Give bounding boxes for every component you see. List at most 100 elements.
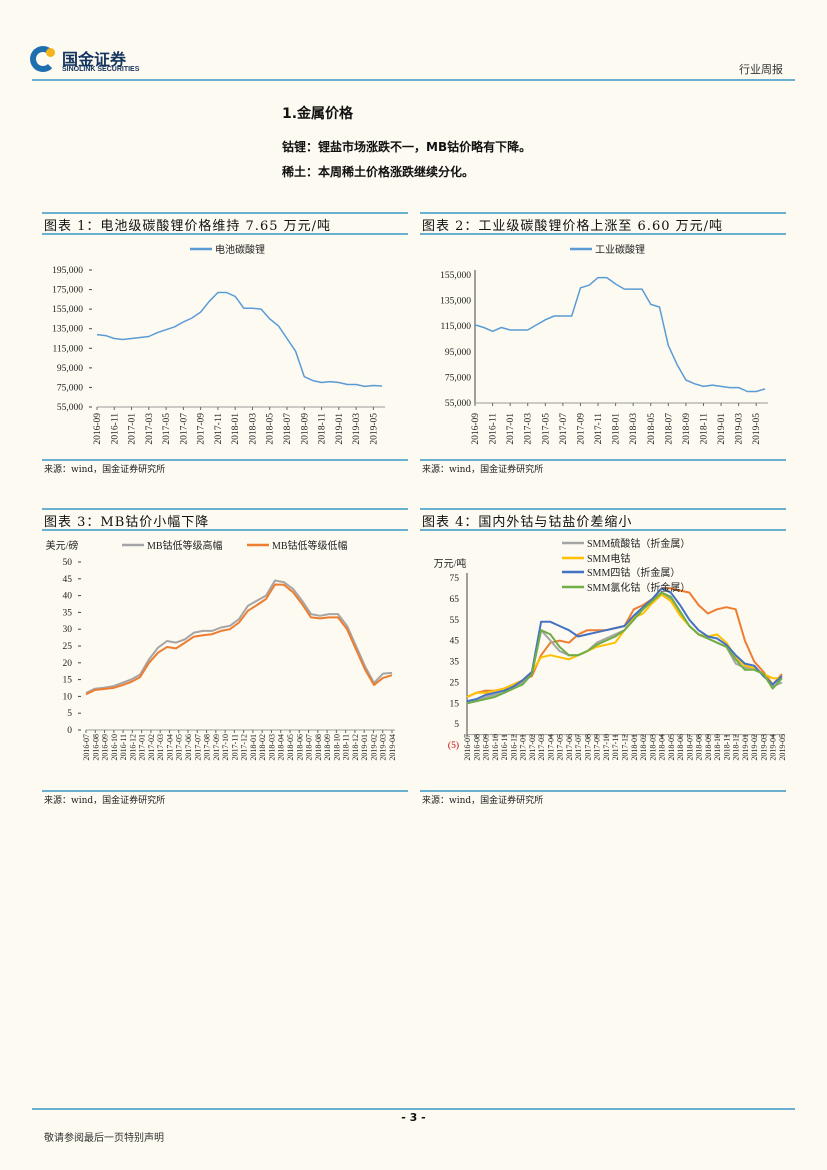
x-tick-label: 2019-05: [752, 413, 762, 445]
x-tick-label: 2017-02: [147, 734, 156, 761]
y-tick-label: 155,000: [440, 271, 471, 281]
x-tick-label: 2018-12: [732, 734, 741, 761]
x-tick-label: 2019-04: [769, 734, 778, 761]
x-tick-label: 2016-10: [491, 734, 500, 761]
y-unit-label: 美元/磅: [46, 539, 79, 552]
chart1-title: 图表 1：电池级碳酸锂价格维持 7.65 万元/吨: [44, 219, 331, 234]
x-tick-label: 2017-07: [574, 734, 583, 761]
chart1-bottom-rule: [42, 459, 408, 461]
series-line-3: [466, 587, 783, 703]
x-tick-label: 2017-09: [593, 734, 602, 761]
x-tick-label: 2017-11: [594, 413, 604, 445]
x-tick-label: 2018-11: [722, 734, 731, 760]
y-tick-label: 65: [450, 595, 460, 605]
x-tick-label: 2016-12: [128, 734, 137, 761]
x-tick-label: 2016-08: [91, 734, 100, 761]
x-tick-label: 2018-03: [629, 413, 639, 445]
y-tick-label: 135,000: [440, 297, 471, 307]
x-tick-label: 2016-09: [471, 413, 481, 445]
legend-label-2: SMM电钴: [587, 552, 630, 565]
x-tick-label: 2018-01: [249, 734, 258, 761]
page-number: - 3 -: [401, 1111, 426, 1124]
chart4-source: 来源：wind，国金证券研究所: [422, 796, 544, 806]
chart4-bottom-rule: [420, 790, 786, 792]
x-tick-label: 2018-08: [695, 734, 704, 761]
x-tick-label: 2017-05: [556, 734, 565, 761]
legend-label-1: MB钴低等级低幅: [272, 539, 348, 552]
chart2-title-rule: [420, 233, 786, 235]
chart2-source: 来源：wind，国金证券研究所: [422, 465, 544, 475]
x-tick-label: 2017-11: [611, 734, 620, 760]
x-tick-label: 2019-03: [759, 734, 768, 761]
x-tick-label: 2018-01: [612, 413, 622, 445]
x-tick-label: 2017-11: [230, 734, 239, 760]
x-tick-label: 2018-01: [630, 734, 639, 761]
y-tick-label: 135,000: [52, 325, 83, 335]
y-tick-label: 45: [63, 575, 73, 585]
chart2-title: 图表 2：工业级碳酸锂价格上涨至 6.60 万元/吨: [422, 219, 723, 234]
x-tick-label: 2018-07: [685, 734, 694, 761]
x-tick-label: 2018-03: [248, 413, 258, 445]
x-tick-label: 2017-01: [506, 413, 516, 445]
chart4-top-rule: [420, 508, 786, 510]
y-unit-label: 万元/吨: [434, 557, 467, 570]
x-tick-label: 2016-11: [119, 734, 128, 760]
chart3-top-rule: [42, 508, 408, 510]
x-tick-label: 2018-01: [231, 413, 241, 445]
footer-disclaimer: 敬请参阅最后一页特别声明: [44, 1133, 164, 1144]
legend-label-0: MB钴低等级高幅: [147, 539, 223, 552]
footer-divider: [32, 1108, 795, 1110]
chart1-svg: 195,000 175,000 155,000 135,000 115,000 95,00…: [52, 243, 385, 445]
paragraph-cobalt-lithium: 钴锂：锂盐市场涨跌不一，MB钴价略有下降。: [282, 140, 532, 154]
x-tick-label: 2018-09: [300, 413, 310, 445]
series-line-4: [466, 591, 783, 705]
logo-dot-icon: [46, 48, 55, 57]
x-tick-label: 2018-09: [704, 734, 713, 761]
chart3-title: 图表 3：MB钴价小幅下降: [44, 515, 210, 530]
x-tick-label: 2017-01: [519, 734, 528, 761]
chart2-svg: 155,000135,000115,00095,00075,00055,0002…: [440, 243, 768, 445]
x-tick-label: 2018-03: [648, 734, 657, 761]
chart1-title-rule: [42, 233, 408, 235]
x-tick-label: 2017-10: [602, 734, 611, 761]
y-tick-label: 75,000: [445, 373, 471, 383]
x-tick-label: 2018-10: [332, 734, 341, 761]
section-title: 1.金属价格: [282, 106, 354, 122]
y-tick-label: 0: [67, 726, 72, 736]
x-tick-label: 2017-06: [184, 734, 193, 761]
x-tick-label: 2017-12: [621, 734, 630, 761]
x-tick-label: 2017-03: [156, 734, 165, 761]
legend-label-4: SMM氯化钴（折金属）: [587, 581, 690, 594]
x-tick-label: 2018-04: [658, 734, 667, 761]
x-tick-label: 2018-09: [323, 734, 332, 761]
x-tick-label: 2019-01: [717, 413, 727, 445]
legend-label-0: 工业碳酸锂: [595, 243, 645, 256]
x-tick-label: 2016-12: [509, 734, 518, 761]
chart3-source: 来源：wind，国金证券研究所: [44, 796, 166, 806]
x-tick-label: 2018-11: [318, 413, 328, 445]
y-tick-label: 50: [63, 558, 73, 568]
x-tick-label: 2018-05: [647, 413, 657, 445]
x-tick-label: 2017-08: [583, 734, 592, 761]
x-tick-label: 2018-04: [277, 734, 286, 761]
x-tick-label: 2017-04: [546, 734, 555, 761]
header-divider: [32, 79, 795, 81]
x-tick-label: 2018-02: [258, 734, 267, 761]
x-tick-label: 2018-07: [305, 734, 314, 761]
series-line-1: [85, 583, 393, 696]
logo-en: SINOLINK SECURITIES: [62, 66, 140, 73]
y-tick-label: 55: [450, 616, 460, 626]
x-tick-label: 2017-05: [162, 413, 172, 445]
y-tick-label: 55,000: [57, 403, 83, 413]
y-tick-label: 75: [450, 574, 460, 584]
chart1-source: 来源：wind，国金证券研究所: [44, 465, 166, 475]
x-tick-label: 2019-03: [735, 413, 745, 445]
y-tick-label: 55,000: [445, 399, 471, 409]
y-tick-label: 95,000: [57, 364, 83, 374]
x-tick-label: 2018-12: [351, 734, 360, 761]
y-tick-label: 30: [63, 625, 73, 635]
x-tick-label: 2017-07: [179, 413, 189, 445]
y-tick-label: 25: [63, 642, 73, 652]
legend-label-3: SMM四钴（折金属）: [587, 566, 680, 579]
